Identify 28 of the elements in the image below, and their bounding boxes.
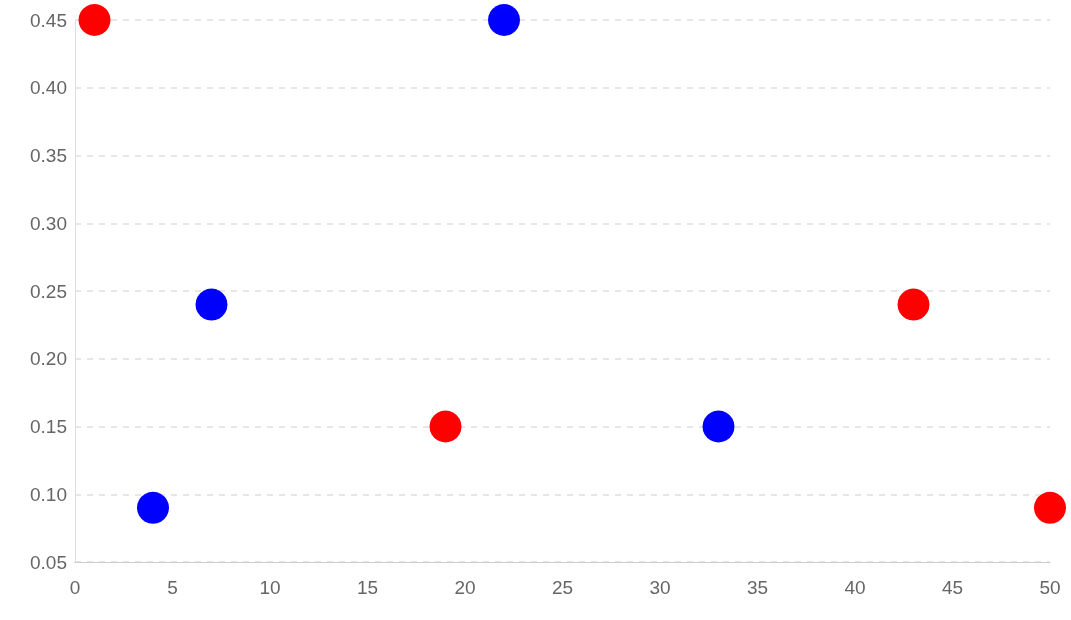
point [897, 288, 930, 321]
y-tick-label: 0.10 [30, 483, 67, 505]
point [78, 4, 111, 36]
y-tick-label: 0.40 [30, 77, 67, 99]
x-tick-label: 20 [454, 577, 476, 598]
x-tick-label: 10 [259, 577, 281, 598]
x-tick-label: 0 [69, 577, 81, 598]
x-tick-label: 15 [356, 577, 379, 598]
y-tick-label: 0.35 [30, 145, 67, 166]
y-tick-label: 0.05 [30, 551, 67, 573]
x-tick-label: 45 [941, 577, 964, 598]
y-tick-label: 0.20 [30, 348, 67, 370]
x-tick-label: 25 [551, 577, 574, 598]
point [195, 288, 228, 321]
x-tick-label: 40 [844, 577, 866, 598]
x-tick-label: 5 [167, 577, 178, 598]
x-tick-label: 30 [649, 577, 671, 598]
point [137, 491, 169, 524]
x-tick-label: 50 [1039, 577, 1061, 598]
point [429, 410, 462, 443]
point [1034, 491, 1066, 524]
point [488, 4, 520, 36]
x-tick-label: 35 [746, 577, 769, 598]
y-tick-label: 0.30 [30, 212, 67, 234]
y-tick-label: 0.15 [30, 416, 67, 437]
y-tick-label: 0.45 [30, 9, 67, 31]
y-tick-label: 0.25 [30, 280, 67, 302]
point [702, 410, 735, 443]
